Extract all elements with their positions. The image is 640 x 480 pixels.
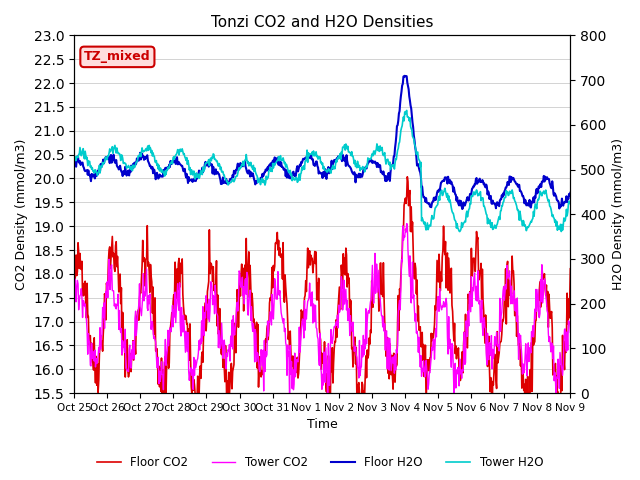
- Line: Floor CO2: Floor CO2: [74, 177, 570, 422]
- Tower H2O: [244, 158, 252, 164]
- Tower H2O: [456, 228, 463, 234]
- Floor H2O: [566, 190, 574, 196]
- Tower CO2: [566, 329, 574, 335]
- Tower CO2: [220, 345, 227, 350]
- Floor H2O: [70, 157, 78, 163]
- Floor CO2: [263, 326, 271, 332]
- Text: TZ_mixed: TZ_mixed: [84, 50, 150, 63]
- Floor CO2: [129, 354, 136, 360]
- Floor H2O: [220, 180, 227, 186]
- Floor H2O: [458, 206, 466, 212]
- Tower H2O: [401, 109, 408, 115]
- Tower H2O: [129, 168, 136, 174]
- Floor H2O: [401, 73, 409, 79]
- Legend: Floor CO2, Tower CO2, Floor H2O, Tower H2O: Floor CO2, Tower CO2, Floor H2O, Tower H…: [92, 452, 548, 474]
- Tower H2O: [373, 141, 381, 147]
- Floor H2O: [401, 73, 408, 79]
- Floor CO2: [220, 357, 227, 362]
- X-axis label: Time: Time: [307, 419, 338, 432]
- Tower H2O: [220, 172, 227, 178]
- Floor H2O: [129, 166, 136, 172]
- Floor H2O: [373, 164, 381, 170]
- Tower CO2: [129, 356, 136, 362]
- Tower CO2: [263, 352, 271, 358]
- Floor CO2: [374, 282, 381, 288]
- Floor CO2: [70, 284, 78, 290]
- Floor CO2: [401, 195, 409, 201]
- Floor CO2: [356, 419, 364, 425]
- Tower CO2: [401, 226, 409, 232]
- Title: Tonzi CO2 and H2O Densities: Tonzi CO2 and H2O Densities: [211, 15, 433, 30]
- Tower CO2: [244, 312, 252, 318]
- Tower CO2: [70, 308, 78, 314]
- Tower H2O: [70, 159, 78, 165]
- Tower H2O: [566, 201, 574, 207]
- Line: Floor H2O: Floor H2O: [74, 76, 570, 209]
- Tower H2O: [263, 177, 271, 182]
- Y-axis label: H2O Density (mmol/m3): H2O Density (mmol/m3): [612, 138, 625, 290]
- Floor CO2: [403, 174, 411, 180]
- Floor H2O: [244, 170, 252, 176]
- Tower CO2: [403, 221, 410, 227]
- Line: Tower H2O: Tower H2O: [74, 110, 570, 231]
- Floor H2O: [263, 168, 271, 173]
- Tower H2O: [403, 108, 410, 113]
- Floor CO2: [566, 266, 574, 272]
- Floor CO2: [244, 264, 252, 270]
- Tower CO2: [324, 399, 332, 405]
- Line: Tower CO2: Tower CO2: [74, 224, 570, 402]
- Y-axis label: CO2 Density (mmol/m3): CO2 Density (mmol/m3): [15, 139, 28, 290]
- Tower CO2: [374, 289, 381, 295]
